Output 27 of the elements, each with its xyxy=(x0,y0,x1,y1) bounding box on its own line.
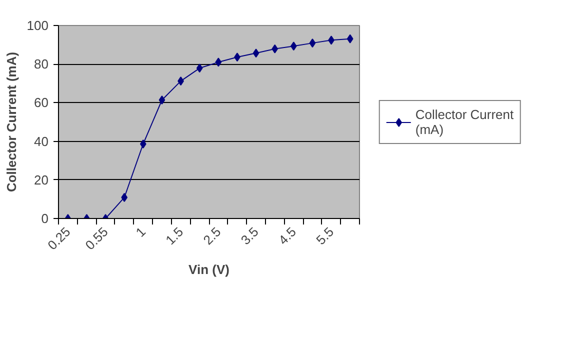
point xyxy=(272,44,278,54)
y-tick-label: 60 xyxy=(34,95,49,110)
x-tick-label: 0.25 xyxy=(44,224,74,253)
point xyxy=(121,192,128,202)
x-tick-label: 1.5 xyxy=(162,224,186,248)
point xyxy=(158,96,166,104)
x-tick-label: 3.5 xyxy=(238,224,262,248)
y-tick-label: 100 xyxy=(26,18,49,33)
x-axis-title: Vin (V) xyxy=(188,262,230,277)
point xyxy=(252,48,260,58)
point xyxy=(140,140,146,148)
x-tick-label: 5.5 xyxy=(313,224,337,248)
x-tick-label: 1 xyxy=(132,224,148,240)
y-axis-title: Collector Current (mA) xyxy=(4,52,19,192)
y-tick-label: 0 xyxy=(41,211,49,226)
x-tick-label: 0.55 xyxy=(82,224,111,253)
point xyxy=(346,34,354,44)
x-tick-label: 4.5 xyxy=(276,224,299,248)
point xyxy=(196,64,203,73)
point xyxy=(290,42,297,51)
legend-label: Collector Current (mA) xyxy=(415,106,514,136)
y-tick-label: 40 xyxy=(34,134,49,149)
point xyxy=(309,38,316,48)
y-tick-label: 80 xyxy=(34,56,49,72)
x-tick-label: 2.5 xyxy=(200,224,224,248)
point xyxy=(215,58,222,67)
y-tick-label: 20 xyxy=(34,172,49,188)
